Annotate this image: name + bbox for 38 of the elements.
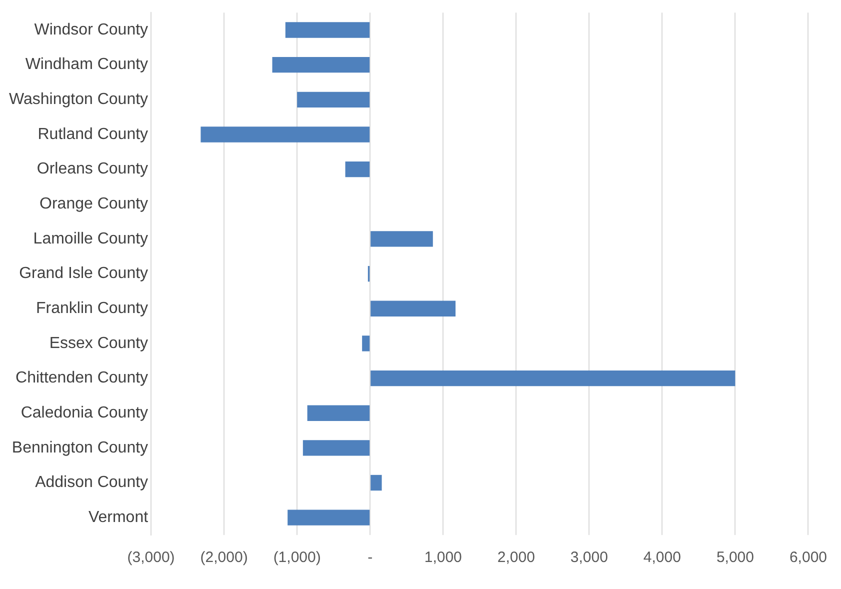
bar	[288, 510, 370, 526]
x-tick-label: 3,000	[570, 549, 608, 566]
x-tick-label: (2,000)	[200, 549, 248, 566]
y-tick-label: Washington County	[8, 91, 148, 108]
y-tick-label: Rutland County	[38, 126, 148, 143]
bar	[272, 57, 370, 73]
x-tick-label: (3,000)	[127, 549, 175, 566]
bar	[370, 231, 433, 247]
x-tick-label: 6,000	[789, 549, 828, 566]
y-tick-label: Windsor County	[34, 21, 148, 38]
bar	[370, 474, 382, 491]
y-tick-label: Grand Isle County	[19, 265, 148, 282]
x-tick-label: 1,000	[424, 549, 462, 566]
y-tick-label: Caledonia County	[20, 404, 148, 422]
bar	[200, 126, 370, 142]
y-tick-label: Bennington County	[12, 439, 148, 456]
y-tick-label: Chittenden County	[16, 370, 148, 387]
bar	[362, 336, 370, 352]
y-tick-label: Addison County	[35, 474, 148, 492]
x-tick-label: 4,000	[643, 549, 681, 566]
bar	[285, 22, 370, 38]
bar	[307, 405, 370, 421]
y-tick-label: Franklin County	[36, 300, 148, 318]
y-tick-label: Lamoille County	[33, 230, 148, 248]
bar	[302, 440, 370, 456]
y-tick-label: Essex County	[49, 334, 148, 352]
bar	[370, 370, 736, 386]
y-tick-label: Windham County	[25, 56, 148, 74]
bar	[345, 161, 370, 178]
bar	[370, 300, 456, 316]
x-tick-label: -	[368, 549, 373, 566]
x-tick-label: 5,000	[716, 549, 754, 566]
y-tick-label: Orange County	[40, 196, 148, 213]
x-tick-label: 2,000	[497, 549, 535, 566]
y-tick-label: Orleans County	[36, 160, 148, 178]
x-tick-label: (1,000)	[273, 549, 321, 566]
y-tick-label: Vermont	[88, 508, 149, 526]
bar	[297, 92, 370, 108]
